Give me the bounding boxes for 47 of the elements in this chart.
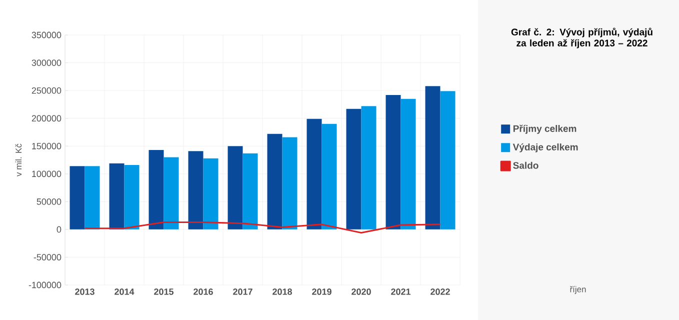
y-tick-label: 250000 bbox=[32, 87, 62, 94]
bar bbox=[84, 166, 100, 230]
x-tick-label: 2021 bbox=[391, 288, 411, 295]
bar bbox=[148, 150, 164, 230]
bar bbox=[188, 151, 204, 230]
y-tick-label: -50000 bbox=[34, 254, 62, 260]
y-tick-label: 50000 bbox=[36, 198, 62, 205]
bar bbox=[70, 166, 85, 230]
bar bbox=[242, 153, 258, 230]
legend-label: Saldo bbox=[513, 162, 538, 169]
bar bbox=[440, 91, 456, 230]
text: Graf č. 2: Vývoj příjmů, výdajů za leden až říjen 2013 – 2022 bbox=[511, 28, 652, 48]
y-tick-label: 100000 bbox=[32, 170, 62, 178]
bar bbox=[164, 157, 179, 230]
x-tick-label: 2013 bbox=[75, 288, 94, 295]
bar bbox=[425, 86, 440, 230]
x-tick-label: 2019 bbox=[312, 288, 332, 295]
y-tick-label: 300000 bbox=[32, 60, 62, 66]
x-tick-label: 2017 bbox=[233, 288, 252, 295]
text: říjen bbox=[570, 286, 586, 294]
bar bbox=[306, 118, 322, 230]
legend-label: Výdaje celkem bbox=[512, 143, 578, 152]
x-tick-label: 2018 bbox=[272, 288, 292, 295]
x-tick-label: 2022 bbox=[430, 288, 450, 295]
bar bbox=[322, 124, 337, 230]
x-tick-label: 2014 bbox=[114, 288, 134, 295]
bar bbox=[400, 98, 416, 230]
y-tick-label: 0 bbox=[56, 226, 62, 233]
x-tick-label: 2016 bbox=[194, 288, 213, 295]
bar bbox=[267, 134, 282, 230]
y-tick-label: 350000 bbox=[32, 32, 62, 38]
y-tick-label: -100000 bbox=[28, 282, 62, 288]
bar bbox=[228, 146, 243, 230]
legend-label: Příjmy celkem bbox=[513, 124, 576, 134]
bar bbox=[361, 106, 376, 230]
bar bbox=[109, 163, 124, 230]
bar bbox=[203, 158, 218, 230]
y-axis-title: v mil. Kč bbox=[15, 144, 22, 176]
bar bbox=[346, 108, 362, 230]
x-tick-label: 2015 bbox=[154, 288, 174, 295]
x-tick-label: 2020 bbox=[352, 288, 371, 295]
bar bbox=[386, 94, 401, 230]
bar bbox=[282, 137, 298, 230]
y-tick-label: 150000 bbox=[32, 142, 62, 150]
line-series bbox=[84, 221, 442, 234]
bar bbox=[124, 164, 140, 230]
y-tick-label: 200000 bbox=[32, 115, 62, 122]
